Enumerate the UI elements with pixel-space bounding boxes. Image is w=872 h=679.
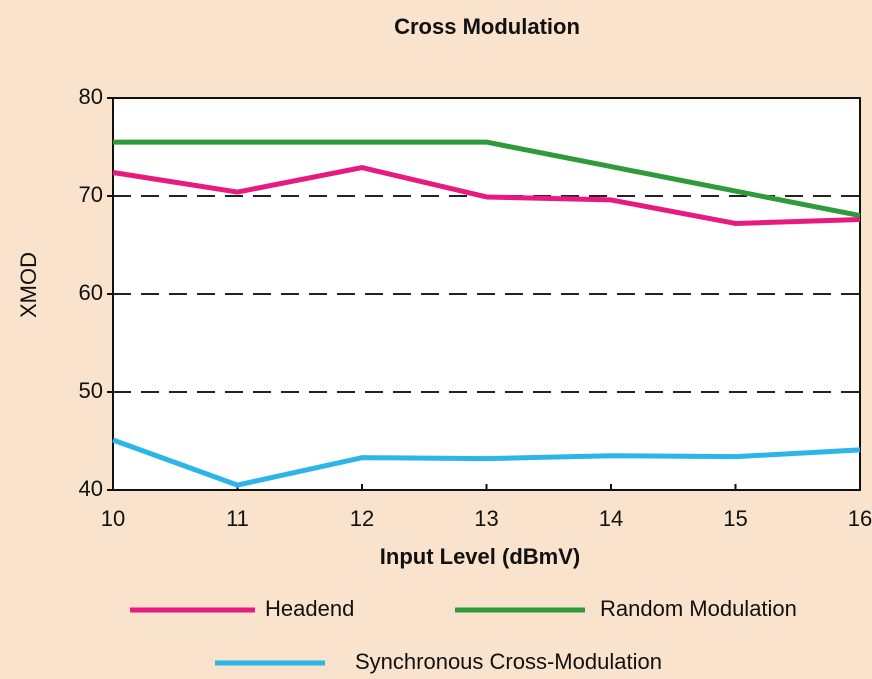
y-axis-label: XMOD — [16, 252, 41, 318]
y-tick-label: 60 — [79, 280, 103, 305]
y-tick-label: 80 — [79, 84, 103, 109]
y-tick-label: 50 — [79, 378, 103, 403]
x-tick-label: 15 — [723, 506, 747, 531]
plot-frame — [112, 97, 861, 491]
series-line — [112, 165, 861, 226]
x-tick-label: 11 — [226, 506, 249, 531]
series-line — [112, 437, 861, 488]
chart-title: Cross Modulation — [394, 14, 580, 39]
legend-label: Synchronous Cross-Modulation — [355, 649, 662, 674]
x-axis-label: Input Level (dBmV) — [380, 544, 580, 569]
x-tick-label: 13 — [474, 506, 498, 531]
y-tick-label: 70 — [79, 182, 103, 207]
x-tick-label: 16 — [848, 506, 872, 531]
series-line — [113, 139, 861, 219]
x-tick-label: 10 — [101, 506, 125, 531]
x-tick-label: 14 — [599, 506, 623, 531]
legend-label: Headend — [265, 596, 354, 621]
legend-label: Random Modulation — [600, 596, 797, 621]
y-tick-label: 40 — [79, 476, 103, 501]
x-tick-label: 12 — [350, 506, 374, 531]
